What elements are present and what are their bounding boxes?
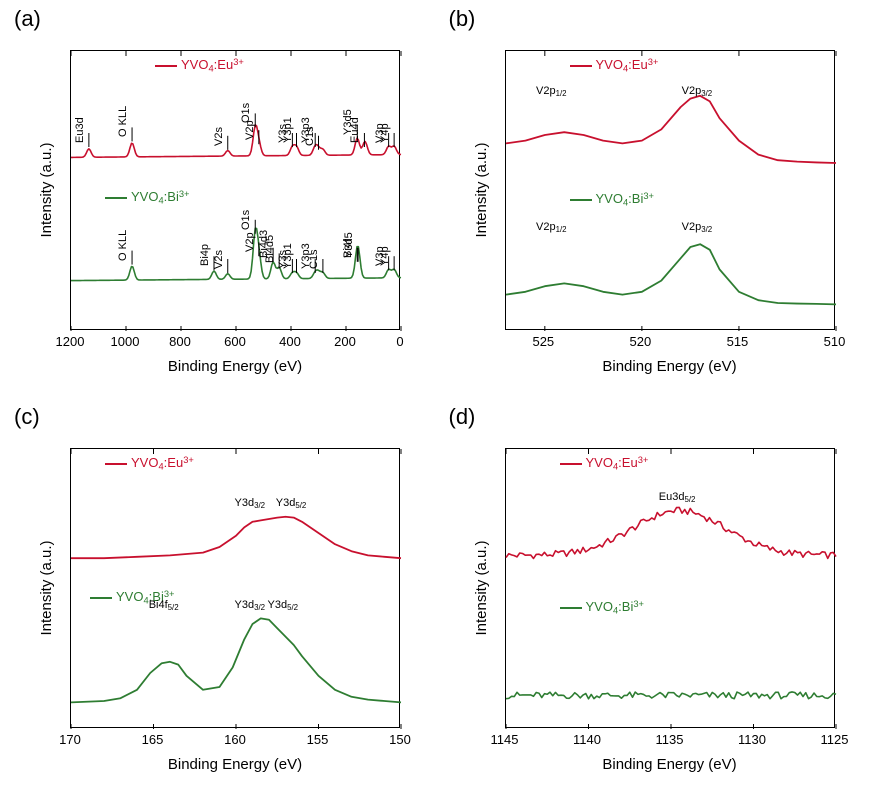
panel-b-ylabel: Intensity (a.u.)	[473, 50, 493, 330]
panel-d-cell: (d) YVO4:Eu3+ YVO4:Bi3+ Eu3d5/2 Intensity …	[435, 398, 869, 796]
xtick-label: 1200	[56, 334, 85, 349]
peak-label: Y3p1	[282, 117, 294, 143]
peak-label: Y3p1	[282, 243, 294, 269]
xtick-label: 165	[142, 732, 164, 747]
peak-label: Eu4d	[349, 117, 361, 143]
xtick-label: 1140	[573, 732, 601, 747]
peak-label: Y4p	[379, 123, 391, 143]
xtick-label: 1130	[738, 732, 766, 747]
legend-label: YVO4:Eu3+	[131, 455, 194, 472]
panel-c-ylabel: Intensity (a.u.)	[38, 448, 58, 728]
xtick-label: 1000	[111, 334, 140, 349]
xtick-label: 1125	[821, 732, 849, 747]
peak-label: O KLL	[117, 106, 129, 137]
peak-label: V2p3/2	[682, 85, 713, 98]
panel-c-plot: YVO4:Eu3+YVO4:Bi3+Y3d3/2Y3d5/2Bi4f5/2Y3d…	[70, 448, 400, 728]
peak-label: Eu3d5/2	[659, 491, 696, 504]
legend-label: YVO4:Eu3+	[181, 57, 244, 74]
peak-label: O1s	[240, 210, 252, 230]
legend-label: YVO4:Eu3+	[586, 455, 649, 472]
legend-line	[560, 607, 582, 609]
legend-line	[155, 65, 177, 67]
panel-d-label: (d)	[449, 404, 476, 430]
panel-b-xlabel: Binding Energy (eV)	[505, 358, 835, 375]
panel-d-ylabel: Intensity (a.u.)	[473, 448, 493, 728]
peak-label: V2p1/2	[536, 221, 567, 234]
xtick-label: 515	[727, 334, 749, 349]
peak-label: Bi4f5/2	[149, 599, 179, 612]
legend-line	[105, 197, 127, 199]
xtick-label: 160	[224, 732, 246, 747]
peak-label: C1s	[304, 126, 316, 146]
xtick-label: 600	[224, 334, 246, 349]
peak-label: Y3d5/2	[268, 599, 299, 612]
legend-line	[560, 463, 582, 465]
panel-grid: (a) Eu3dO KLLV2sO1sV2pY3sY3p1Y3p3C1sY3d5…	[0, 0, 869, 796]
xtick-label: 0	[396, 334, 403, 349]
legend-label: YVO4:Bi3+	[131, 189, 190, 206]
panel-c-label: (c)	[14, 404, 40, 430]
peak-label: V2s	[213, 250, 225, 269]
xtick-label: 155	[307, 732, 329, 747]
panel-a-label: (a)	[14, 6, 41, 32]
peak-label: V2p3/2	[682, 221, 713, 234]
legend-line	[570, 199, 592, 201]
peak-label: O KLL	[117, 229, 129, 260]
xtick-label: 170	[59, 732, 81, 747]
peak-label: Eu3d	[74, 117, 86, 143]
legend-line	[105, 463, 127, 465]
xtick-label: 800	[169, 334, 191, 349]
panel-d-xlabel: Binding Energy (eV)	[505, 756, 835, 773]
xtick-label: 510	[824, 334, 846, 349]
panel-b-cell: (b) YVO4:Eu3+ YVO4:Bi3+ V2p1/2 V2p3/2 V2p1/2…	[435, 0, 869, 398]
panel-c-cell: (c) YVO4:Eu3+YVO4:Bi3+Y3d3/2Y3d5/2Bi4f5/…	[0, 398, 435, 796]
legend-line	[570, 65, 592, 67]
panel-c-xticks: 170165160155150	[70, 732, 400, 750]
legend-line	[90, 597, 112, 599]
legend-label: YVO4:Eu3+	[596, 57, 659, 74]
panel-a-xlabel: Binding Energy (eV)	[70, 358, 400, 375]
peak-label: V2s	[213, 127, 225, 146]
peak-label: C1s	[308, 249, 320, 269]
xtick-label: 1135	[656, 732, 684, 747]
legend-label: YVO4:Bi3+	[586, 599, 645, 616]
peak-label: Y4p	[379, 247, 391, 267]
xtick-label: 1145	[491, 732, 519, 747]
panel-a-xticks: 120010008006004002000	[70, 334, 400, 352]
peak-label: Y3d3/2	[235, 497, 266, 510]
xtick-label: 200	[334, 334, 356, 349]
peak-label: Bi4d5	[264, 235, 276, 263]
xtick-label: 400	[279, 334, 301, 349]
xtick-label: 525	[532, 334, 554, 349]
peak-label: V2p	[244, 233, 256, 253]
panel-b-xticks: 525520515510	[505, 334, 835, 352]
panel-b-plot: YVO4:Eu3+ YVO4:Bi3+ V2p1/2 V2p3/2 V2p1/2 V2p3…	[505, 50, 835, 330]
panel-a-svg	[71, 51, 401, 331]
panel-a-ylabel: Intensity (a.u.)	[38, 50, 58, 330]
peak-label: Y3d3/2	[235, 599, 266, 612]
legend-label: YVO4:Bi3+	[596, 191, 655, 208]
peak-label: Y3d5	[343, 232, 355, 258]
peak-label: V2p	[244, 121, 256, 141]
peak-label: V2p1/2	[536, 85, 567, 98]
panel-a-cell: (a) Eu3dO KLLV2sO1sV2pY3sY3p1Y3p3C1sY3d5…	[0, 0, 435, 398]
panel-a-plot: Eu3dO KLLV2sO1sV2pY3sY3p1Y3p3C1sY3d5Eu4d…	[70, 50, 400, 330]
peak-label: Y3d5/2	[276, 497, 307, 510]
xtick-label: 520	[630, 334, 652, 349]
panel-d-xticks: 11451140113511301125	[505, 732, 835, 750]
panel-b-label: (b)	[449, 6, 476, 32]
panel-c-xlabel: Binding Energy (eV)	[70, 756, 400, 773]
xtick-label: 150	[389, 732, 411, 747]
panel-d-plot: YVO4:Eu3+ YVO4:Bi3+ Eu3d5/2	[505, 448, 835, 728]
peak-label: Bi4p	[199, 244, 211, 266]
